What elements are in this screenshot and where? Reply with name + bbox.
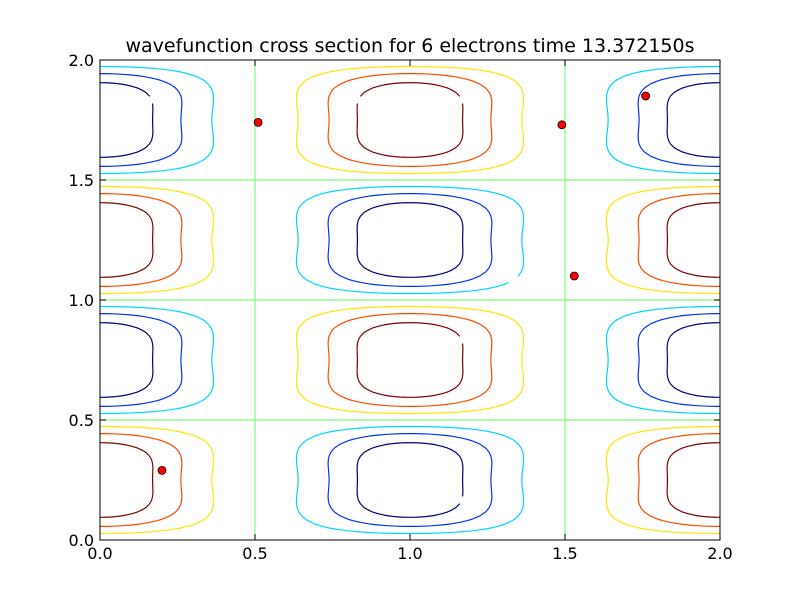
y-tick-label: 1.5: [69, 171, 94, 190]
electron-marker-4: [157, 465, 167, 475]
y-tick-label: 2.0: [69, 51, 94, 70]
x-tick-label: 1.5: [552, 544, 577, 563]
contour-level-6: [100, 82, 720, 518]
y-tick-label: 0.5: [69, 411, 94, 430]
contour-level-0: [100, 82, 720, 518]
electron-marker-0: [253, 118, 263, 127]
contour-lines: [100, 60, 720, 537]
electron-marker-2: [641, 91, 650, 101]
contour-level-1: [100, 73, 720, 527]
y-tick-label: 0.0: [69, 531, 94, 550]
x-tick-label: 1.0: [397, 544, 422, 563]
electron-marker-3: [569, 271, 579, 281]
electron-marker-1: [557, 120, 567, 130]
x-tick-label: 0.5: [242, 544, 267, 563]
chart-title: wavefunction cross section for 6 electro…: [126, 35, 695, 57]
y-tick-label: 1.0: [69, 291, 94, 310]
axis-ticks: 0.0 0.5 1.0 1.5 2.0 0.0 0.5 1.0 1.5 2.0: [69, 51, 733, 563]
electron-markers: [157, 91, 650, 475]
contour-level-2: [100, 65, 720, 535]
x-tick-label: 0.0: [87, 544, 112, 563]
contour-level-4: [100, 65, 720, 535]
contour-level-5: [100, 73, 720, 527]
x-tick-label: 2.0: [707, 544, 732, 563]
